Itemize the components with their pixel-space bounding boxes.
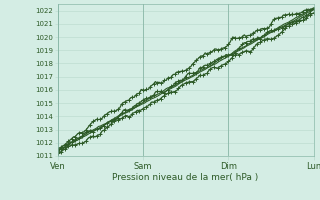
X-axis label: Pression niveau de la mer( hPa ): Pression niveau de la mer( hPa )	[112, 173, 259, 182]
